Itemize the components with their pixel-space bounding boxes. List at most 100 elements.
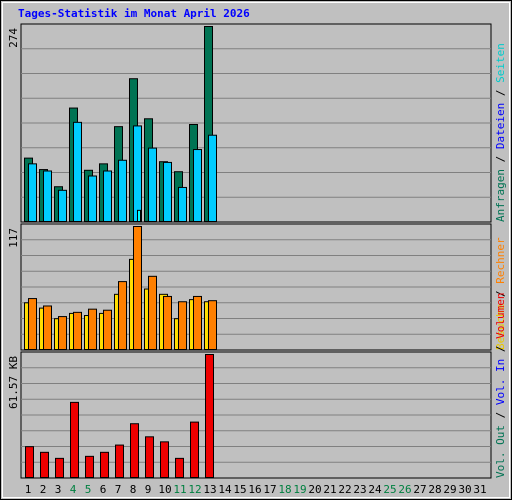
x-tick-label-8: 8 bbox=[130, 483, 137, 496]
legend-vol-in: Vol. In bbox=[494, 359, 507, 405]
bar-dateien-day-12 bbox=[193, 149, 202, 222]
legend-separator: / bbox=[494, 83, 507, 103]
bar-volumen-day-7 bbox=[115, 444, 124, 479]
legend-dateien: Dateien bbox=[494, 103, 507, 149]
x-tick-label-25: 25 bbox=[383, 483, 396, 496]
bar-dateien-day-13 bbox=[208, 134, 217, 222]
x-tick-label-13: 13 bbox=[203, 483, 216, 496]
x-tick-label-16: 16 bbox=[248, 483, 261, 496]
bar-dateien-day-11 bbox=[178, 186, 187, 222]
x-tick-label-14: 14 bbox=[218, 483, 232, 496]
bar-volumen-day-11 bbox=[175, 457, 184, 478]
bar-volumen-day-6 bbox=[100, 451, 109, 479]
x-tick-label-22: 22 bbox=[338, 483, 351, 496]
ymax-label: 61.57 KB bbox=[7, 356, 20, 409]
bar-volumen-day-9 bbox=[145, 436, 154, 478]
bar-rechner-day-7 bbox=[118, 281, 127, 350]
bar-volumen-day-4 bbox=[70, 401, 79, 478]
x-tick-label-15: 15 bbox=[233, 483, 246, 496]
legend-separator: / bbox=[494, 339, 507, 359]
ymax-label: 117 bbox=[7, 228, 20, 248]
bar-dateien-day-10 bbox=[163, 161, 172, 223]
bar-rechner-day-9 bbox=[148, 275, 157, 350]
bar-rechner-day-8 bbox=[133, 226, 142, 350]
bar-dateien-day-3 bbox=[58, 189, 67, 223]
x-tick-label-1: 1 bbox=[25, 483, 32, 496]
legend-separator: / bbox=[494, 284, 507, 304]
x-tick-label-7: 7 bbox=[115, 483, 122, 496]
legend-separator: / bbox=[494, 405, 507, 425]
x-tick-label-31: 31 bbox=[473, 483, 486, 496]
legend-visits: Besuche / Rechner bbox=[494, 237, 507, 350]
bar-volumen-day-1 bbox=[25, 446, 34, 479]
x-tick-label-6: 6 bbox=[100, 483, 107, 496]
bar-rechner-day-2 bbox=[43, 305, 52, 351]
legend-volume: Vol. Out / Vol. In / Volumen bbox=[494, 293, 507, 478]
legend-besuche: Besuche bbox=[494, 304, 507, 350]
legend-rechner: Rechner bbox=[494, 237, 507, 284]
bar-volumen-day-12 bbox=[190, 421, 199, 478]
x-tick-label-21: 21 bbox=[323, 483, 336, 496]
bar-volumen-day-13 bbox=[205, 354, 214, 478]
bar-volumen-day-8 bbox=[130, 423, 139, 478]
legend-requests: Anfragen / Dateien / Seiten bbox=[494, 43, 507, 222]
x-tick-label-26: 26 bbox=[398, 483, 411, 496]
bar-rechner-day-11 bbox=[178, 301, 187, 350]
x-tick-label-17: 17 bbox=[263, 483, 276, 496]
bar-volumen-day-2 bbox=[40, 451, 49, 479]
bar-rechner-day-5 bbox=[88, 308, 97, 350]
bar-dateien-day-6 bbox=[103, 170, 112, 223]
x-tick-label-27: 27 bbox=[413, 483, 426, 496]
bar-volumen-day-3 bbox=[55, 457, 64, 478]
legend-volumen: Volumen bbox=[494, 293, 507, 339]
bar-dateien-day-8 bbox=[133, 125, 142, 222]
x-tick-label-18: 18 bbox=[278, 483, 291, 496]
panel-requests: 274 bbox=[7, 23, 492, 223]
x-tick-label-29: 29 bbox=[443, 483, 456, 496]
bar-rechner-day-13 bbox=[208, 300, 217, 351]
bar-volumen-day-5 bbox=[85, 455, 94, 478]
x-tick-label-20: 20 bbox=[308, 483, 321, 496]
x-tick-label-23: 23 bbox=[353, 483, 366, 496]
x-tick-label-4: 4 bbox=[70, 483, 77, 496]
x-tick-label-24: 24 bbox=[368, 483, 382, 496]
x-tick-label-19: 19 bbox=[293, 483, 306, 496]
bar-seiten-day-8 bbox=[137, 209, 141, 222]
bar-volumen-day-10 bbox=[160, 441, 169, 479]
bar-dateien-day-2 bbox=[43, 170, 52, 223]
ymax-label: 274 bbox=[7, 28, 20, 48]
legend-volume-text: Vol. Out / Vol. In / Volumen bbox=[494, 293, 507, 478]
bar-rechner-day-6 bbox=[103, 309, 112, 351]
legend-requests-text: Anfragen / Dateien / Seiten bbox=[494, 43, 507, 222]
x-tick-label-3: 3 bbox=[55, 483, 62, 496]
x-tick-label-12: 12 bbox=[188, 483, 201, 496]
bar-rechner-day-10 bbox=[163, 295, 172, 351]
x-tick-label-28: 28 bbox=[428, 483, 441, 496]
x-tick-label-2: 2 bbox=[40, 483, 47, 496]
bar-rechner-day-3 bbox=[58, 316, 67, 351]
panel-visits: 117 bbox=[7, 223, 492, 351]
bar-dateien-day-4 bbox=[73, 121, 82, 222]
legend-anfragen: Anfragen bbox=[494, 169, 507, 222]
x-tick-label-5: 5 bbox=[85, 483, 92, 496]
bar-rechner-day-4 bbox=[73, 311, 82, 351]
bar-dateien-day-9 bbox=[148, 147, 157, 222]
x-tick-label-30: 30 bbox=[458, 483, 471, 496]
x-tick-label-11: 11 bbox=[173, 483, 186, 496]
legend-seiten: Seiten bbox=[494, 43, 507, 83]
x-tick-label-9: 9 bbox=[145, 483, 152, 496]
bar-dateien-day-5 bbox=[88, 175, 97, 222]
legend-separator: / bbox=[494, 149, 507, 169]
panel-kbytes: 61.57 KB bbox=[7, 351, 492, 479]
bar-rechner-day-1 bbox=[28, 298, 37, 351]
legend-visits-text: Besuche / Rechner bbox=[494, 237, 507, 350]
legend-vol-out: Vol. Out bbox=[494, 425, 507, 478]
bar-dateien-day-1 bbox=[28, 163, 37, 222]
x-tick-label-10: 10 bbox=[158, 483, 171, 496]
chart-title: Tages-Statistik im Monat April 2026 bbox=[18, 7, 250, 20]
bar-rechner-day-12 bbox=[193, 295, 202, 351]
bar-dateien-day-7 bbox=[118, 159, 127, 222]
